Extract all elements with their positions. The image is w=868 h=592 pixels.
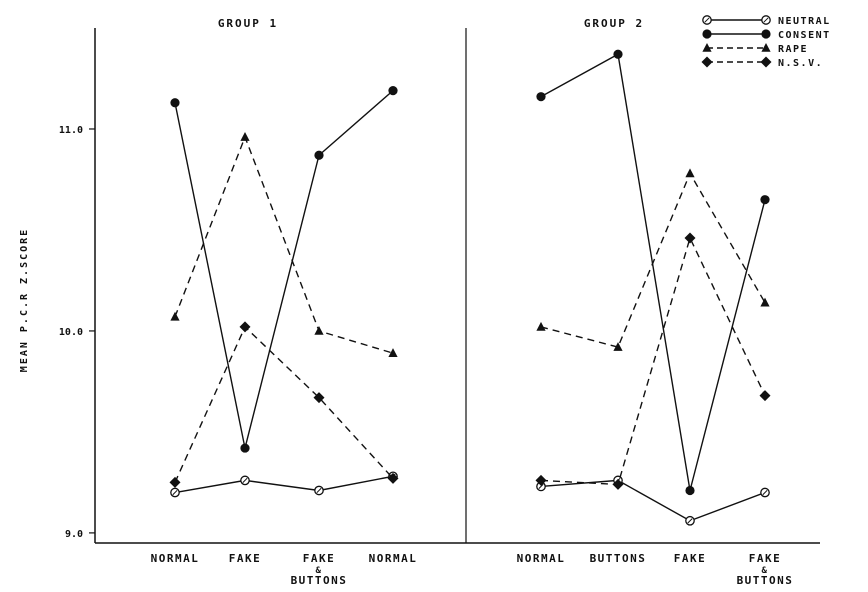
axes [94,28,820,544]
data-point [536,92,546,102]
data-point [388,348,398,357]
data-point [387,472,399,484]
legend-marker [701,56,713,68]
data-point [239,321,251,333]
data-point [536,321,546,331]
series-line [174,475,394,494]
data-point [760,195,770,205]
legend-marker [702,43,712,52]
data-point [536,481,546,492]
legend-marker [702,29,712,39]
x-tick-label: FAKE [674,552,707,565]
data-point [240,475,250,486]
y-tick-labels: 9.0 10.0 11.0 [59,125,95,540]
legend-label: CONSENT [778,30,831,41]
y-axis-label: MEAN P.C.R Z.SCORE [19,228,30,372]
x-tick-label: BUTTONS [590,552,647,565]
data-point [613,49,623,59]
data-point [535,474,547,486]
data-point [685,515,695,526]
data-point [760,297,770,307]
data-point [685,168,695,178]
legend-label: NEUTRAL [778,16,831,27]
x-tick-label: BUTTONS [737,574,794,587]
legend-marker [761,29,771,39]
series-line [540,479,766,522]
panel-title: GROUP 2 [584,17,644,30]
series-line [174,325,394,483]
series-layer [169,49,771,526]
x-tick-label: FAKE [303,552,336,565]
series-line [540,53,766,491]
data-point [169,476,181,488]
data-point [240,132,250,141]
series-line [540,171,766,348]
x-tick-label: FAKE [229,552,262,565]
series-line [174,90,394,449]
data-point [314,325,324,335]
legend-label: RAPE [778,44,808,55]
data-point [684,232,696,244]
data-point [240,443,250,453]
x-tick-label: BUTTONS [291,574,348,587]
panel-titles: GROUP 1 GROUP 2 [218,17,644,30]
legend-marker [702,15,712,25]
data-point [388,86,398,96]
x-tick-label: NORMAL [517,552,566,565]
x-tick-label: FAKE [749,552,782,565]
series-line [540,236,766,486]
data-point [313,392,325,404]
data-point [685,485,695,496]
data-point [613,342,623,351]
legend-marker [761,15,771,25]
legend-label: N.S.V. [778,58,823,69]
legend: NEUTRAL CONSENT RAPE N.S.V. [701,15,831,69]
data-point [314,485,324,496]
data-point [612,478,624,490]
data-point [760,487,770,498]
data-point [170,311,180,321]
y-tick-label: 10.0 [59,327,83,338]
y-tick-label: 9.0 [65,529,83,540]
data-point [314,150,324,160]
legend-marker [761,43,771,52]
data-point [759,390,771,402]
x-tick-label: NORMAL [369,552,418,565]
data-point [170,98,180,108]
x-tick-label: & [316,566,323,576]
x-tick-label: & [762,566,769,576]
x-tick-label: NORMAL [151,552,200,565]
data-point [170,487,180,498]
panel-title: GROUP 1 [218,17,278,30]
y-tick-label: 11.0 [59,125,83,136]
legend-marker [760,56,772,68]
series-line [174,135,394,354]
